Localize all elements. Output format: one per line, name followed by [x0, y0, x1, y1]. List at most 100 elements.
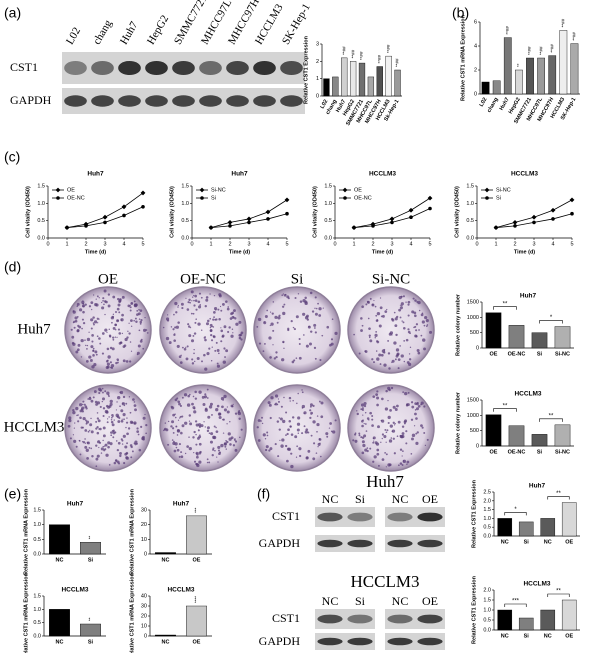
colony	[209, 317, 212, 320]
colony	[98, 391, 101, 395]
colony	[85, 407, 88, 410]
blot-band	[226, 60, 249, 76]
y-tick-label: 0.5	[33, 620, 41, 626]
chart-title: HCCLM3	[514, 391, 541, 398]
colony	[310, 434, 313, 437]
colony	[210, 360, 213, 362]
y-tick-label: 0.0	[466, 235, 474, 241]
significance-bracket	[539, 320, 563, 324]
x-tick-label: L02	[479, 97, 489, 108]
colony	[190, 339, 195, 343]
blot-band	[387, 512, 413, 522]
significance-mark: **	[516, 63, 521, 67]
colony	[191, 300, 193, 302]
colony	[225, 349, 229, 353]
colony	[85, 420, 90, 424]
colony	[320, 455, 322, 458]
y-tick-label: 20	[141, 522, 147, 528]
colony	[88, 331, 90, 333]
colony	[208, 405, 213, 409]
colony	[110, 420, 114, 424]
colony	[295, 315, 299, 319]
colony	[223, 325, 227, 329]
bar	[531, 332, 548, 349]
colony	[388, 367, 391, 370]
colony	[177, 400, 181, 404]
x-tick-label: Si	[88, 557, 94, 563]
colony	[179, 417, 181, 419]
lane-label: NC	[322, 594, 339, 608]
colony	[358, 352, 361, 355]
colony	[407, 300, 411, 304]
colony	[205, 296, 209, 299]
x-axis-label: Time (d)	[514, 249, 535, 255]
colony	[232, 332, 234, 334]
colony	[204, 393, 207, 396]
colony	[420, 401, 424, 405]
y-tick-label: 1500	[467, 299, 479, 305]
colony	[130, 350, 133, 352]
colony	[82, 310, 85, 314]
colony	[233, 438, 236, 441]
colony	[116, 448, 120, 452]
colony	[376, 340, 380, 344]
colony	[72, 408, 75, 412]
row-label: HCCLM3	[4, 419, 65, 435]
colony	[396, 435, 399, 438]
bar	[515, 69, 523, 95]
colony	[205, 298, 209, 302]
colony	[395, 333, 398, 337]
point	[65, 225, 69, 230]
colony	[127, 330, 129, 332]
colony	[192, 406, 196, 410]
y-tick-label: 1000	[467, 315, 479, 321]
colony	[314, 357, 317, 360]
colony	[309, 409, 312, 412]
blot-band	[417, 512, 443, 522]
colony	[133, 319, 135, 322]
colony	[206, 388, 209, 391]
y-tick-label: 10	[141, 623, 147, 629]
colony	[417, 300, 421, 305]
x-tick-label: Si	[537, 449, 543, 455]
colony	[326, 325, 330, 329]
x-tick-label: OE-NC	[508, 351, 526, 357]
colony	[381, 433, 385, 436]
colony	[211, 413, 213, 416]
colony	[387, 386, 391, 391]
colony	[317, 446, 319, 448]
colony	[139, 322, 142, 325]
colony	[413, 425, 416, 427]
colony	[222, 418, 224, 421]
colony	[163, 429, 165, 432]
colony	[225, 300, 228, 303]
bar	[485, 414, 502, 447]
colony	[112, 415, 114, 418]
colony	[195, 318, 197, 320]
colony	[312, 457, 316, 461]
colony	[133, 401, 136, 403]
colony	[373, 299, 375, 302]
colony	[198, 305, 202, 309]
significance-mark: **	[503, 301, 508, 307]
colony	[396, 404, 399, 408]
colony	[175, 446, 178, 449]
colony	[217, 449, 220, 452]
colony	[234, 438, 236, 440]
colony	[392, 405, 396, 409]
colony	[188, 414, 192, 417]
colony	[278, 417, 281, 419]
legend-marker	[56, 196, 60, 200]
colony	[98, 337, 101, 340]
colony	[403, 422, 406, 425]
colony	[194, 294, 197, 298]
colony	[87, 430, 90, 433]
colony	[405, 442, 408, 445]
colony	[95, 427, 98, 430]
blot-band	[172, 60, 195, 76]
colony	[209, 293, 211, 295]
significance-mark: **##	[350, 49, 355, 58]
colony	[261, 416, 263, 419]
colony	[194, 299, 198, 302]
colony	[89, 423, 93, 427]
